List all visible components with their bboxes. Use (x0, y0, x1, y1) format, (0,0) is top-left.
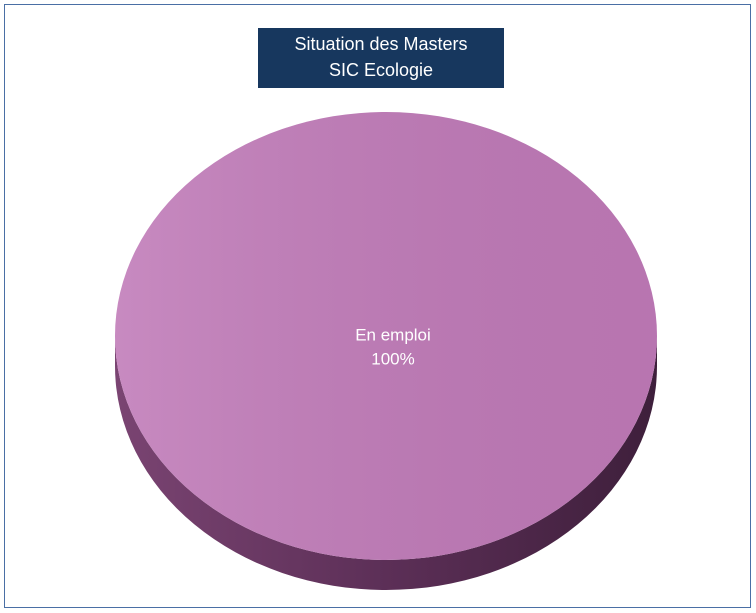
slice-label: En emploi (355, 325, 431, 344)
slice-value-label: 100% (371, 349, 414, 368)
pie: En emploi 100% (115, 112, 657, 590)
chart-title: Situation des Masters (294, 34, 467, 54)
chart-title: SIC Ecologie (329, 60, 433, 80)
title-box (258, 28, 504, 88)
